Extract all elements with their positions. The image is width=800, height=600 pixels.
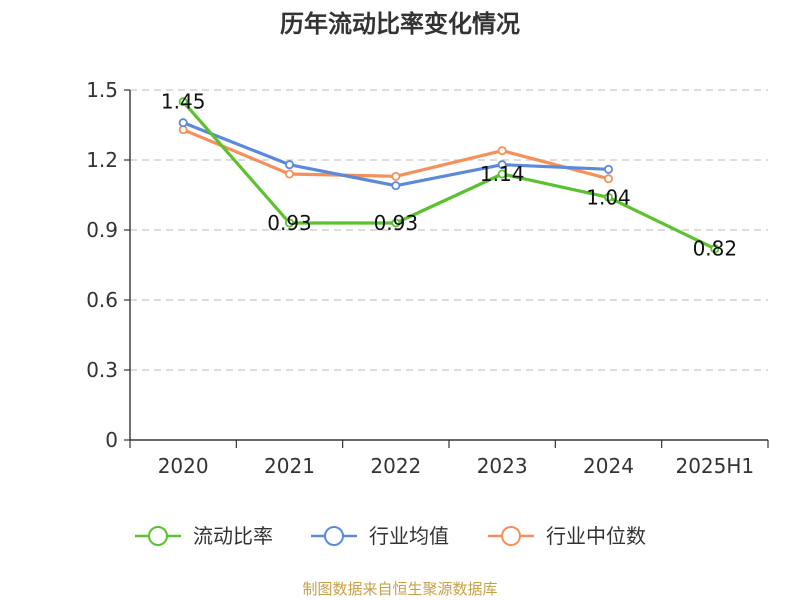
x-tick-label: 2020	[158, 454, 209, 478]
series-point-2	[497, 146, 507, 156]
source-note: 制图数据来自恒生聚源数据库	[302, 580, 497, 598]
chart-title: 历年流动比率变化情况	[280, 10, 520, 38]
data-label: 0.93	[374, 211, 419, 235]
series-point-0	[284, 218, 294, 228]
y-tick-label: 0	[105, 428, 118, 452]
series-point-2	[391, 171, 401, 181]
series-point-0	[497, 169, 507, 179]
y-tick-label: 0.3	[86, 358, 118, 382]
legend-label: 行业中位数	[546, 524, 646, 548]
series-point-1	[178, 118, 188, 128]
legend-swatch-marker	[324, 526, 344, 546]
data-label: 1.45	[161, 90, 206, 114]
y-tick-label: 1.5	[86, 78, 118, 102]
series-point-0	[178, 97, 188, 107]
series-point-2	[284, 169, 294, 179]
legend-label: 流动比率	[193, 524, 273, 548]
legend: 流动比率 行业均值 行业中位数	[135, 524, 646, 548]
series-point-1	[604, 164, 614, 174]
y-tick-label: 0.9	[86, 218, 118, 242]
series-lines	[178, 97, 720, 254]
x-tick-label: 2023	[477, 454, 528, 478]
data-label: 1.14	[480, 162, 525, 186]
axes: 0 0.3 0.6 0.9 1.2 1.5 2020 2021 2022 2023 2024 2025…	[86, 78, 769, 478]
y-tick-label: 1.2	[86, 148, 118, 172]
series-point-0	[604, 192, 614, 202]
series-point-2	[604, 174, 614, 184]
grid-lines	[130, 89, 768, 371]
data-label: 0.82	[693, 237, 738, 261]
y-tick-label: 0.6	[86, 288, 118, 312]
series-point-1	[497, 160, 507, 170]
series-line-2	[181, 128, 611, 181]
legend-swatch-marker	[148, 526, 168, 546]
legend-swatch-marker	[501, 526, 521, 546]
x-tick-label: 2025H1	[675, 454, 754, 478]
data-label: 1.04	[586, 185, 631, 209]
legend-label: 行业均值	[369, 524, 449, 548]
series-line-0	[181, 100, 717, 251]
series-point-0	[710, 244, 720, 254]
x-tick-label: 2021	[264, 454, 315, 478]
series-point-1	[391, 181, 401, 191]
x-tick-label: 2024	[583, 454, 634, 478]
x-tick-label: 2022	[370, 454, 421, 478]
data-label: 0.93	[267, 211, 312, 235]
data-labels: 1.45 0.93 0.93 1.14 1.04 0.82	[161, 90, 737, 261]
series-point-0	[391, 218, 401, 228]
series-point-1	[284, 160, 294, 170]
